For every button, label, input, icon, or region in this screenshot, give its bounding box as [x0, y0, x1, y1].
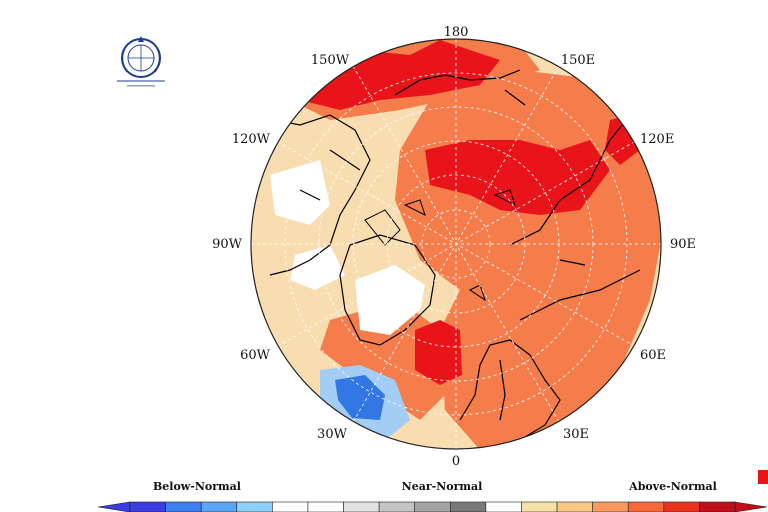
legend-category-below: Below-Normal [153, 480, 241, 493]
legend-swatch [485, 501, 522, 512]
coastline-north-america [269, 114, 371, 276]
lon-label-90w: 90W [212, 237, 243, 252]
polar-map [250, 38, 662, 450]
legend-arrow-high [734, 501, 768, 512]
legend-swatch [129, 501, 166, 512]
near-normal-region-canada [270, 160, 330, 225]
legend-arrow-low [97, 501, 131, 512]
lon-label-90e: 90E [670, 237, 696, 252]
lon-label-60e: 60E [640, 348, 666, 363]
legend-swatch [592, 501, 629, 512]
legend-colorbar [97, 501, 768, 512]
lon-label-150e: 150E [561, 53, 595, 68]
legend-swatch [414, 501, 451, 512]
lon-label-30w: 30W [317, 427, 348, 442]
coastline-asia [509, 114, 641, 321]
legend-swatch [699, 501, 736, 512]
wmo-logo-icon [117, 36, 165, 87]
legend-category-above: Above-Normal [628, 480, 717, 493]
legend-swatch [343, 501, 380, 512]
legend-swatch [521, 501, 558, 512]
map-border [250, 38, 662, 450]
coastline-europe [459, 339, 561, 441]
coastline-greenland [339, 234, 436, 346]
graticule [251, 39, 661, 449]
legend-swatch [663, 501, 700, 512]
legend: Below-Normal Near-Normal Above-Normal [97, 470, 768, 512]
coastline-bering [394, 69, 526, 106]
legend-swatch [272, 501, 309, 512]
near-normal-region-greenland [355, 265, 425, 335]
legend-swatch [627, 501, 665, 512]
lon-label-0: 0 [452, 454, 460, 469]
below-strong-region-atlantic [335, 375, 385, 420]
lon-label-120w: 120W [232, 132, 271, 147]
legend-swatch [449, 501, 487, 512]
legend-above-marker [758, 470, 768, 484]
legend-swatch [378, 501, 416, 512]
lon-label-60w: 60W [240, 348, 271, 363]
legend-swatch [307, 501, 344, 512]
lon-label-180: 180 [444, 25, 469, 40]
coastline-arctic-islands [364, 189, 516, 302]
lon-label-120e: 120E [640, 132, 674, 147]
lon-label-30e: 30E [563, 427, 589, 442]
legend-swatch [556, 501, 593, 512]
legend-category-near: Near-Normal [402, 480, 483, 493]
near-normal-region-hudson [290, 245, 345, 290]
above-strong-region-norwegian-sea [415, 320, 462, 385]
longitude-labels: 180 150E 120E 90E 60E 30E 0 30W 60W 90W … [212, 25, 696, 469]
lon-label-150w: 150W [311, 53, 350, 68]
legend-swatch [236, 501, 273, 512]
legend-swatch [165, 501, 202, 512]
legend-swatch [200, 501, 238, 512]
